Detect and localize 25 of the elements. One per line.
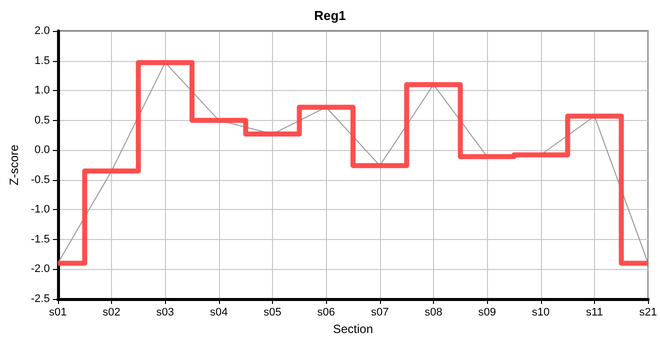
y-tick-label: 0.0 [34, 144, 50, 156]
x-axis-title: Section [332, 322, 374, 336]
x-tick-label: s02 [102, 306, 120, 318]
y-tick-label: -1.5 [30, 233, 50, 246]
y-tick-label: -2.5 [30, 293, 50, 305]
y-tick-label: 2.0 [34, 25, 50, 37]
x-tick-label: s03 [156, 306, 174, 318]
x-tick-label: s01 [48, 306, 67, 318]
y-axis-title: Z-score [7, 144, 21, 186]
x-tick-label: s09 [478, 306, 496, 318]
x-tick-label: s04 [210, 306, 228, 318]
x-tick-label: s07 [370, 306, 389, 318]
x-tick-label: s11 [586, 306, 603, 318]
y-tick-label: 0.5 [34, 114, 50, 126]
y-tick-label: 1.0 [34, 84, 50, 97]
x-tick-label: s10 [532, 306, 550, 318]
y-tick-label: -0.5 [30, 174, 50, 186]
x-tick-label: s08 [424, 306, 442, 318]
x-tick-label: s05 [264, 306, 282, 318]
x-tick-label: s06 [317, 306, 336, 318]
y-tick-label: -1.0 [30, 204, 50, 216]
x-tick-label: s21 [639, 306, 658, 318]
chart-title: Reg1 [314, 8, 346, 23]
y-tick-label: 1.5 [34, 54, 50, 67]
y-tick-label: -2.0 [30, 263, 50, 276]
